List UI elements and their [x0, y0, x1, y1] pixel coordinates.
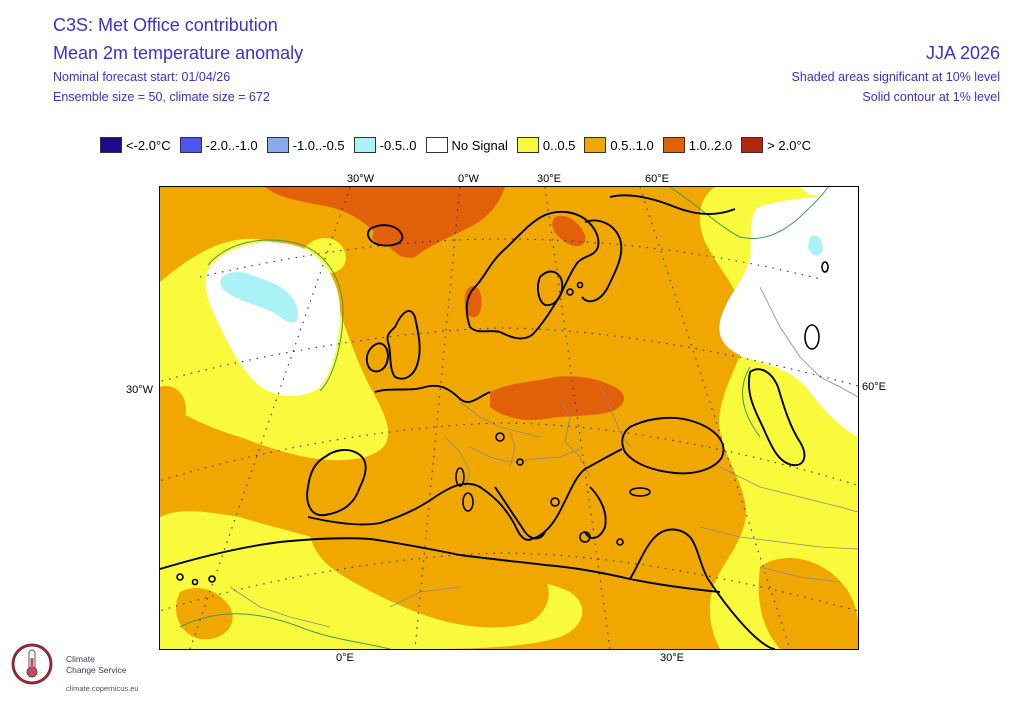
strong-warm-areas [265, 187, 625, 421]
legend-swatch [662, 137, 685, 153]
graticule-label-top-0w: 0°W [458, 173, 479, 185]
legend-label: -2.0..-1.0 [205, 137, 258, 153]
legend-item: -0.5..0 [353, 137, 417, 153]
legend-swatch [179, 137, 202, 153]
forecast-start-label: Nominal forecast start: 01/04/26 [53, 70, 231, 84]
anomaly-map [159, 186, 859, 650]
legend-swatch [425, 137, 448, 153]
anomaly-field-moderate-warm [160, 386, 858, 649]
copernicus-logo: Climate Change Service climate.copernicu… [8, 640, 148, 700]
thermometer-icon [11, 643, 53, 685]
logo-url: climate.copernicus.eu [66, 684, 139, 693]
ensemble-size-label: Ensemble size = 50, climate size = 672 [53, 90, 270, 104]
legend-item: <-2.0°C [100, 137, 171, 153]
graticule-label-left-30w: 30°W [126, 384, 154, 396]
graticule-label-top-30w: 30°W [347, 173, 375, 185]
legend-swatch [353, 137, 376, 153]
graticule-label-bottom-0e: 0°E [336, 652, 354, 664]
graticule [160, 187, 858, 649]
legend-label: No Signal [451, 137, 508, 153]
anomaly-map-svg [160, 187, 858, 649]
legend-item: 0.5..1.0 [584, 137, 654, 153]
season-label: JJA 2026 [925, 43, 1000, 63]
legend-item: -2.0..-1.0 [179, 137, 258, 153]
country-borders [229, 286, 858, 628]
graticule-label-top-60e: 60°E [645, 173, 669, 185]
logo-text-line1: Climate [66, 654, 95, 664]
legend-item: -1.0..-0.5 [266, 137, 345, 153]
graticule-label-top-30e: 30°E [537, 173, 561, 185]
legend-label: <-2.0°C [126, 137, 171, 153]
map-subtitle: Mean 2m temperature anomaly [53, 43, 304, 63]
legend-label: -0.5..0 [379, 137, 417, 153]
contour-note: Solid contour at 1% level [862, 90, 1000, 104]
legend-swatch [741, 137, 764, 153]
legend-item: No Signal [425, 137, 508, 153]
significance-note: Shaded areas significant at 10% level [791, 70, 1000, 84]
legend-swatch [516, 137, 539, 153]
graticule-label-bottom-30e: 30°E [660, 652, 684, 664]
weak-cool-areas [220, 235, 823, 323]
legend-swatch [266, 137, 289, 153]
legend-item: > 2.0°C [741, 137, 811, 153]
islands [176, 261, 829, 586]
graticule-label-right-60e: 60°E [862, 381, 886, 393]
legend-label: -1.0..-0.5 [292, 137, 345, 153]
legend-item: 0..0.5 [516, 137, 576, 153]
legend-swatch [100, 137, 122, 153]
map-title: C3S: Met Office contribution [53, 15, 278, 35]
legend-label: 0..0.5 [542, 137, 576, 153]
legend-swatch [584, 137, 607, 153]
color-legend: <-2.0°C -2.0..-1.0 -1.0..-0.5 -0.5..0 No… [100, 135, 820, 155]
legend-label: 1.0..2.0 [688, 137, 733, 153]
legend-item: 1.0..2.0 [662, 137, 733, 153]
legend-label: 0.5..1.0 [610, 137, 654, 153]
coastlines [160, 194, 806, 649]
legend-label: > 2.0°C [767, 137, 812, 153]
logo-text-line2: Change Service [66, 665, 127, 675]
